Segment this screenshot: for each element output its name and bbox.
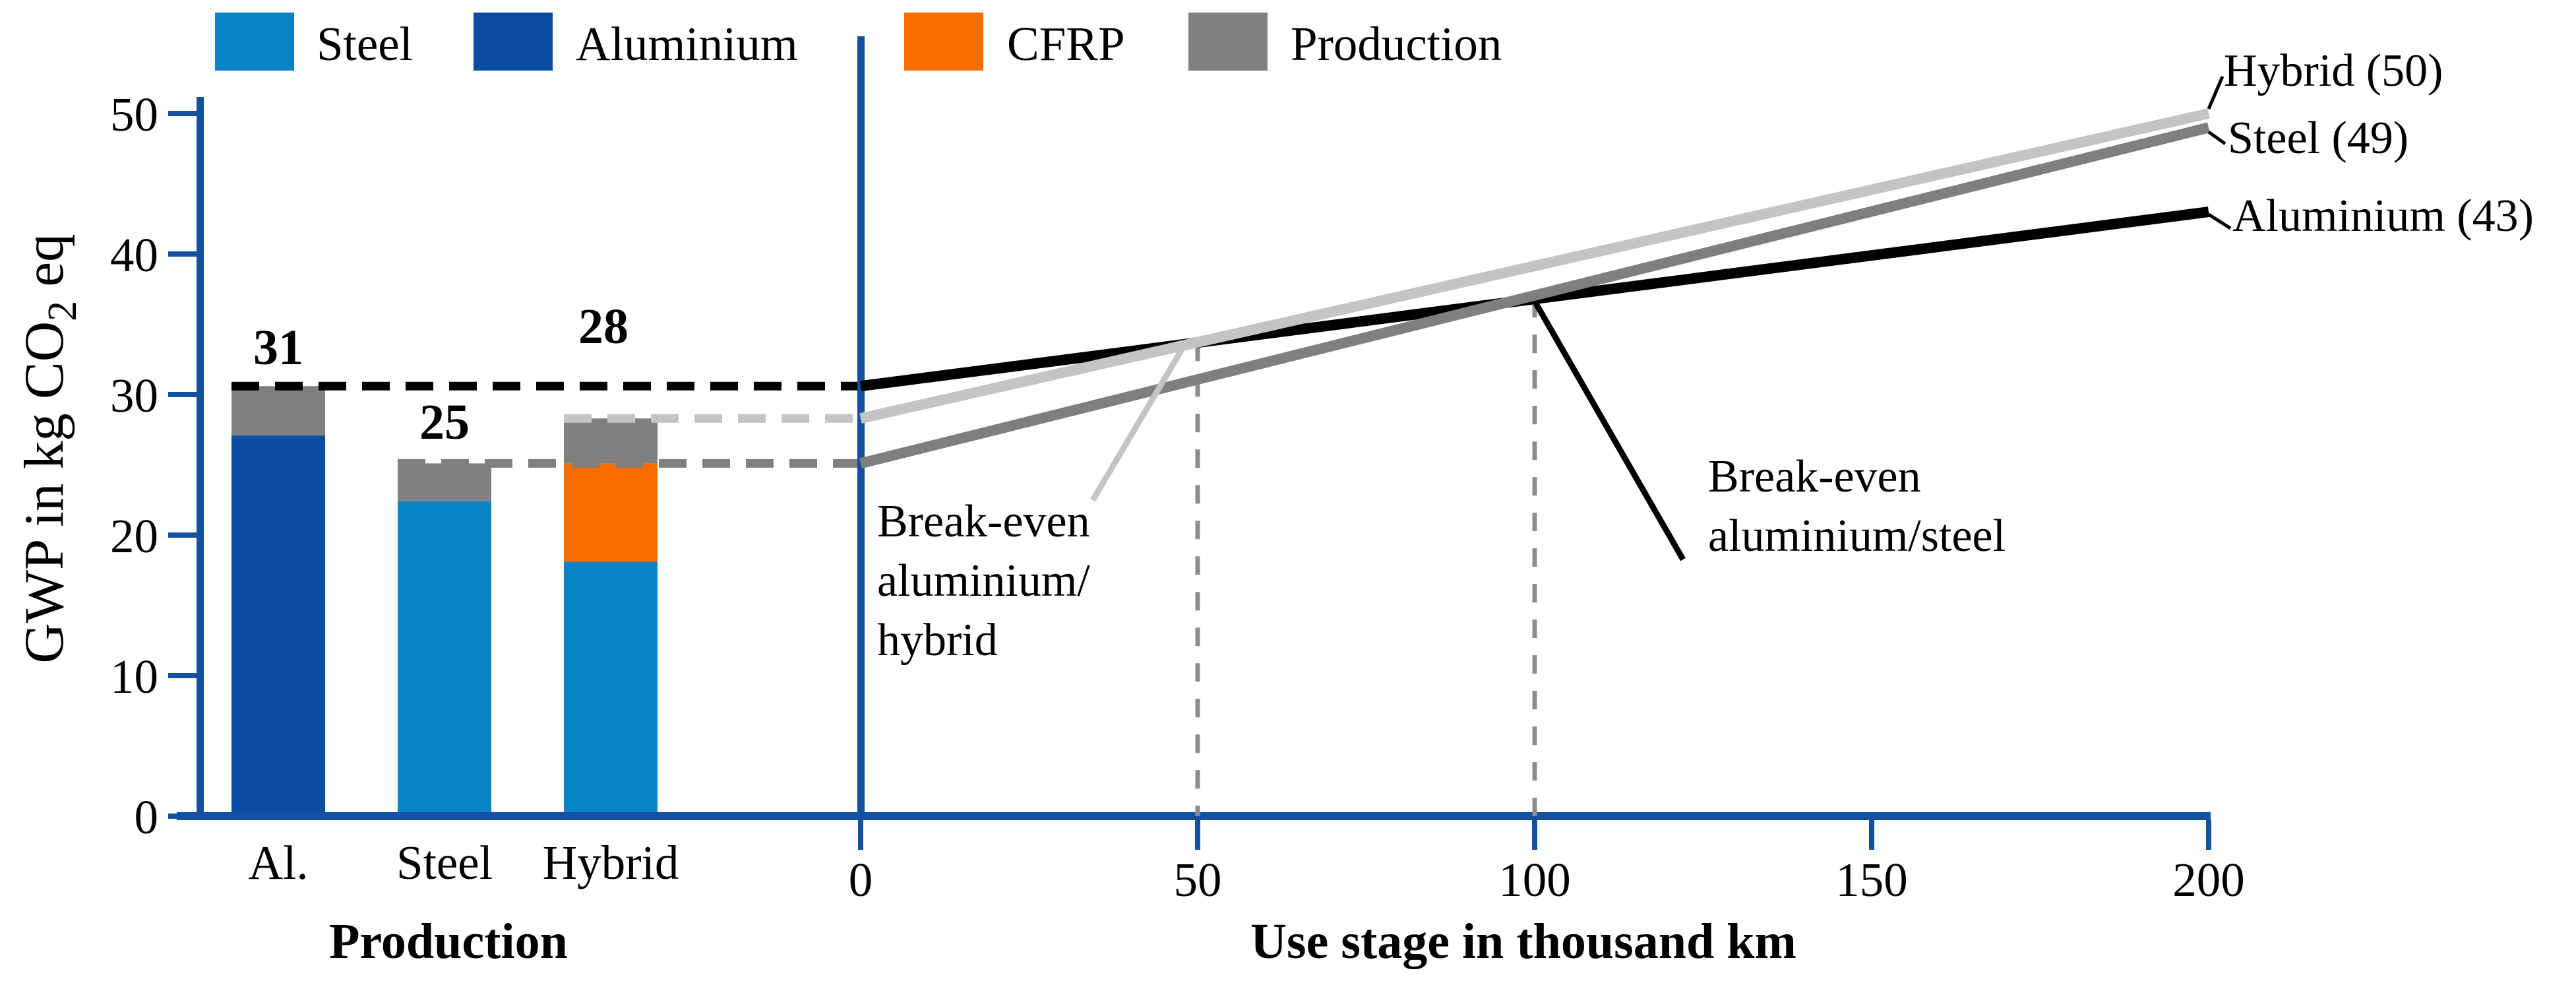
x-tick-label: 200 [2172,853,2245,907]
y-tick-label: 50 [110,88,158,141]
bar-segment-hybrid-cfrp [564,463,658,562]
reference-dashed-lines-layer [231,381,857,468]
annotation-breakeven-aluminium-steel: Break-even aluminium/steel [1708,451,2006,561]
legend-swatch-steel [215,13,294,71]
legend-swatch-production [1188,13,1268,71]
legend-label-aluminium: Aluminium [576,17,798,71]
leader-end-hybrid [2207,76,2224,110]
breakeven-vertical-dashes-layer [1195,299,1537,816]
breakeven-steel-line1: Break-even [1708,451,1921,502]
y-axis-tick [168,532,198,538]
axes-layer [168,36,2211,850]
x-axis-tick [858,820,863,850]
breakeven-hybrid-line3: hybrid [877,615,998,666]
y-tick-label: 0 [135,790,159,844]
end-label-steel: Steel (49) [2228,113,2408,164]
x-axis-title-use-stage: Use stage in thousand km [1250,914,1796,969]
leader-end-steel [2207,130,2226,146]
bar-category-label: Hybrid [543,836,679,889]
bar-total-label: 25 [419,395,470,450]
bar-segment-al-production [231,386,325,435]
x-tick-label: 150 [1835,853,1908,907]
y-tick-label: 30 [110,369,158,422]
bar-category-label: Al. [248,836,308,889]
bar-segment-steel-production [398,463,491,501]
bar-series-layer [231,386,658,816]
legend-label-steel: Steel [317,17,413,71]
leader-lines-layer [1090,76,2232,561]
end-label-aluminium: Aluminium (43) [2232,191,2534,241]
bar-category-label: Steel [396,836,493,889]
bar-segment-hybrid-production [564,418,658,464]
end-label-hybrid: Hybrid (50) [2224,46,2443,96]
x-axis-tick [1532,820,1537,850]
annotation-breakeven-aluminium-hybrid: Break-even aluminium/ hybrid [877,496,1090,666]
x-axis-tick [2206,820,2211,850]
y-tick-label: 40 [110,228,158,282]
legend-swatch-aluminium [474,13,553,71]
y-axis-tick [168,673,198,678]
line-series-layer [859,108,2210,469]
bar-total-label: 28 [578,299,629,354]
x-tick-label: 100 [1498,853,1571,907]
legend-label-cfrp: CFRP [1007,17,1125,71]
breakeven-steel-line2: aluminium/steel [1708,511,2006,561]
legend-label-production: Production [1291,17,1502,71]
bar-segment-hybrid-steel [564,561,658,816]
y-tick-label: 10 [110,650,158,703]
use-stage-line-hybrid [859,108,2210,424]
x-tick-label: 0 [849,853,873,907]
bar-total-label: 31 [253,320,303,375]
legend: Steel Aluminium CFRP Production [215,13,1502,71]
y-axis-tick [168,111,198,116]
y-axis-tick [168,251,198,257]
y-axis-tick [168,814,198,819]
bar-chart-title-production: Production [329,914,568,969]
bar-segment-steel-steel [398,501,491,816]
y-axis-tick [168,392,198,397]
breakeven-hybrid-line1: Break-even [877,496,1090,547]
generated-labels-layer: 31 Al. 25 Steel 28 Hybrid 0 10 20 30 40 50 0 50 100 150… [110,88,2245,907]
bar-segment-al-aluminium [231,435,325,816]
leader-breakeven-steel [1533,302,1686,561]
x-axis-tick [1869,820,1874,850]
x-axis-baseline [177,812,2211,820]
right-chart-y-spine [857,36,865,820]
y-tick-label: 20 [110,509,158,563]
use-stage-line-steel [859,122,2210,469]
x-tick-label: 50 [1174,853,1222,907]
y-axis-title: GWP in kg CO2 eq [13,234,85,663]
leader-end-aluminium [2207,212,2232,230]
breakeven-hybrid-line2: aluminium/ [877,556,1090,606]
x-axis-tick [1195,820,1200,850]
leader-breakeven-hybrid [1090,346,1185,502]
legend-swatch-cfrp [904,13,983,71]
left-y-axis-spine [197,97,204,820]
